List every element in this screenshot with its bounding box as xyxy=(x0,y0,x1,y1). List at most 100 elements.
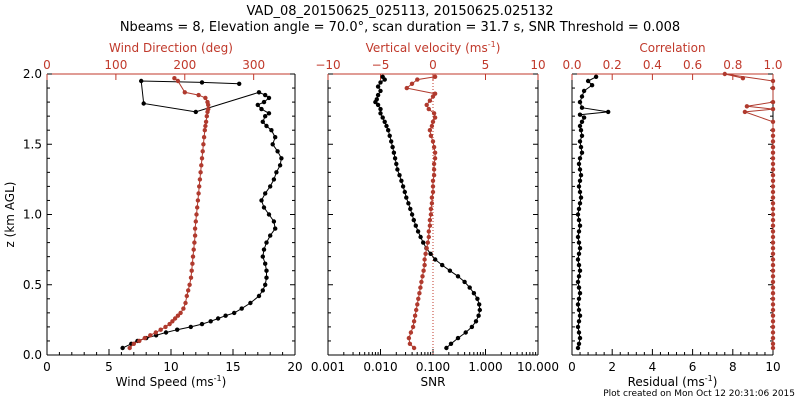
x-tick-label: 6 xyxy=(689,360,697,374)
data-point-top xyxy=(196,191,201,196)
data-point-top xyxy=(425,240,430,245)
data-point-bottom xyxy=(576,184,582,189)
x-tick-label: 10 xyxy=(765,360,780,374)
data-point-top xyxy=(770,161,776,167)
series-line-bottom xyxy=(577,76,609,349)
data-point-top xyxy=(184,293,189,299)
data-point-top xyxy=(431,173,437,178)
top-tick-label: 0.4 xyxy=(643,58,662,72)
data-point-top xyxy=(411,319,417,324)
data-point-top xyxy=(187,282,192,287)
data-point-top xyxy=(431,144,437,150)
data-point-top xyxy=(429,123,435,129)
data-point-bottom xyxy=(455,274,461,279)
data-point-bottom xyxy=(275,149,280,154)
data-point-bottom xyxy=(575,212,581,217)
data-point-bottom xyxy=(391,150,397,155)
data-point-bottom xyxy=(440,262,445,268)
data-point-bottom xyxy=(463,330,468,335)
data-point-top xyxy=(770,128,776,133)
data-point-top xyxy=(770,246,776,251)
data-point-top xyxy=(190,261,195,266)
data-point-bottom xyxy=(467,285,472,290)
data-point-bottom xyxy=(469,324,475,330)
data-point-top xyxy=(422,262,427,268)
data-point-bottom xyxy=(268,233,273,238)
data-point-bottom xyxy=(579,133,585,138)
data-point-top xyxy=(203,119,209,125)
data-point-bottom xyxy=(274,170,279,175)
data-point-bottom xyxy=(263,282,268,287)
data-point-bottom xyxy=(378,106,383,112)
data-point-bottom xyxy=(402,189,407,195)
data-point-top xyxy=(422,257,427,262)
data-point-top xyxy=(770,106,776,112)
data-point-bottom xyxy=(576,319,582,324)
data-point-bottom xyxy=(577,246,583,251)
data-point-bottom xyxy=(223,313,228,318)
data-point-top xyxy=(428,133,434,138)
data-point-bottom xyxy=(576,217,582,223)
data-point-bottom xyxy=(263,92,268,98)
data-point-bottom xyxy=(581,88,587,94)
data-point-top xyxy=(770,302,776,307)
data-point-top xyxy=(770,307,776,313)
data-point-bottom xyxy=(408,206,413,212)
data-point-bottom xyxy=(163,330,169,335)
data-point-bottom xyxy=(575,257,581,262)
x-tick-label: 4 xyxy=(649,360,657,374)
data-point-top xyxy=(197,184,202,189)
data-point-bottom xyxy=(576,307,582,313)
data-point-top xyxy=(770,150,776,155)
data-point-top xyxy=(770,296,776,301)
data-point-top xyxy=(770,184,776,189)
data-point-bottom xyxy=(264,123,269,129)
data-point-bottom xyxy=(237,81,242,87)
data-point-top xyxy=(189,268,194,273)
data-point-bottom xyxy=(476,313,481,318)
data-point-bottom xyxy=(577,112,583,117)
data-point-top xyxy=(192,233,198,238)
data-point-top xyxy=(430,139,436,144)
data-point-top xyxy=(419,279,424,285)
data-point-top xyxy=(426,234,431,240)
data-point-top xyxy=(203,95,208,101)
data-point-top xyxy=(170,319,175,324)
data-point-bottom xyxy=(406,201,411,206)
data-point-top xyxy=(427,217,433,223)
figure-title-line2: Nbeams = 8, Elevation angle = 70.0°, sca… xyxy=(120,20,680,35)
data-point-top xyxy=(770,167,776,172)
data-point-bottom xyxy=(387,133,392,138)
data-point-top xyxy=(404,85,409,91)
data-point-bottom xyxy=(389,139,394,144)
data-point-top xyxy=(186,288,191,293)
data-point-bottom xyxy=(271,219,277,224)
data-point-bottom xyxy=(577,167,583,172)
top-tick-label: 0 xyxy=(43,58,51,72)
data-point-bottom xyxy=(271,177,277,182)
data-point-top xyxy=(432,150,438,155)
data-point-top xyxy=(204,114,209,119)
data-point-bottom xyxy=(259,198,264,203)
data-point-top xyxy=(424,102,429,108)
data-point-top xyxy=(770,144,776,150)
top-tick-label: 1.0 xyxy=(763,58,782,72)
data-point-top xyxy=(770,206,776,212)
data-point-bottom xyxy=(208,319,213,324)
data-point-bottom xyxy=(577,313,583,318)
data-point-bottom xyxy=(593,74,599,80)
data-point-top xyxy=(426,106,431,112)
data-point-top xyxy=(430,184,436,189)
data-point-bottom xyxy=(576,161,582,167)
data-point-top xyxy=(410,324,416,330)
plot-footer: Plot created on Mon Oct 12 20:31:06 2015 xyxy=(603,389,795,399)
data-point-bottom xyxy=(264,268,269,273)
data-point-top xyxy=(131,341,136,346)
top-axis-title: Wind Direction (deg) xyxy=(109,41,233,55)
data-point-bottom xyxy=(585,78,591,84)
data-point-bottom xyxy=(575,345,581,351)
data-point-top xyxy=(197,177,203,182)
data-point-top xyxy=(412,313,418,318)
figure-title-line1: VAD_08_20150625_025113, 20150625.025132 xyxy=(247,4,554,19)
